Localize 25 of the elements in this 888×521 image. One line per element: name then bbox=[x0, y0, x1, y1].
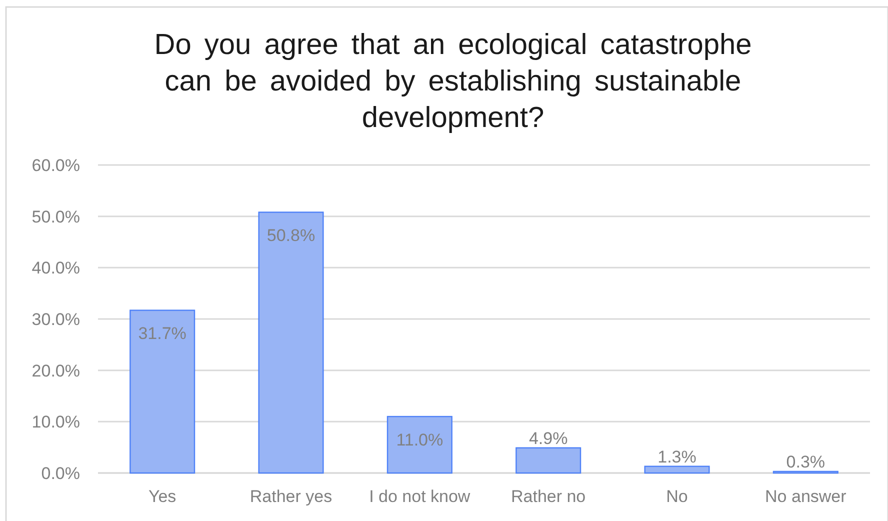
data-label: 1.3% bbox=[658, 447, 696, 466]
y-tick-label: 30.0% bbox=[32, 310, 80, 329]
x-tick-label: No bbox=[666, 486, 688, 506]
y-tick-label: 20.0% bbox=[32, 361, 80, 380]
x-tick-label: Rather no bbox=[510, 486, 586, 506]
bar bbox=[258, 212, 324, 474]
x-tick-label: Yes bbox=[148, 486, 176, 506]
x-tick-label: Rather yes bbox=[250, 486, 332, 506]
data-label: 31.7% bbox=[138, 324, 186, 344]
bar bbox=[516, 447, 582, 474]
bar bbox=[386, 416, 452, 474]
data-label: 50.8% bbox=[266, 226, 316, 246]
y-tick-label: 60.0% bbox=[32, 156, 80, 175]
y-tick-label: 0.0% bbox=[41, 464, 80, 483]
data-label: 4.9% bbox=[528, 428, 568, 448]
chart-title: Do you agree that an ecological catastrophe can be avoided by establishing sustainable development? bbox=[154, 29, 752, 134]
bar bbox=[644, 466, 710, 474]
y-tick-label: 50.0% bbox=[32, 207, 80, 226]
data-label: 0.3% bbox=[786, 452, 826, 472]
x-tick-label: No answer bbox=[765, 486, 847, 506]
y-tick-label: 10.0% bbox=[32, 412, 80, 432]
x-tick-label: I do not know bbox=[369, 486, 471, 506]
data-label: 11.0% bbox=[396, 430, 444, 450]
bar bbox=[130, 310, 196, 474]
y-tick-label: 40.0% bbox=[32, 258, 80, 278]
